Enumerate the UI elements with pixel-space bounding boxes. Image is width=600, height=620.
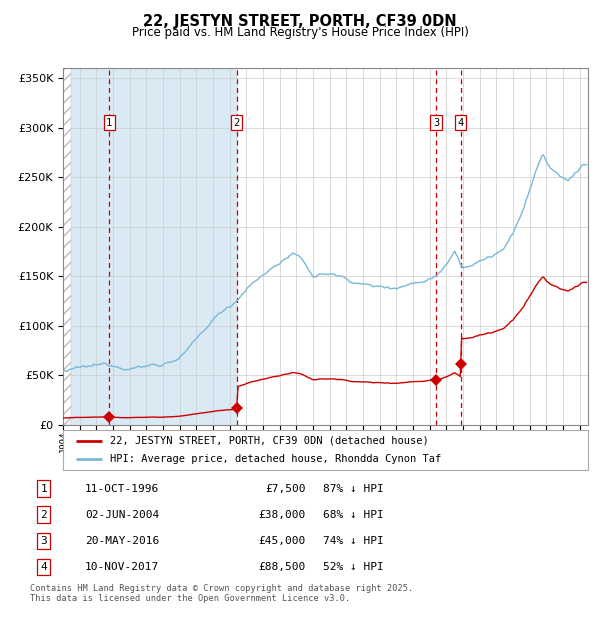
Text: 1: 1 xyxy=(40,484,47,494)
Text: 2: 2 xyxy=(233,118,240,128)
Text: 4: 4 xyxy=(40,562,47,572)
Text: £45,000: £45,000 xyxy=(259,536,306,546)
Text: 22, JESTYN STREET, PORTH, CF39 0DN: 22, JESTYN STREET, PORTH, CF39 0DN xyxy=(143,14,457,29)
Text: 68% ↓ HPI: 68% ↓ HPI xyxy=(323,510,383,520)
Text: 87% ↓ HPI: 87% ↓ HPI xyxy=(323,484,383,494)
Text: 3: 3 xyxy=(40,536,47,546)
Text: Price paid vs. HM Land Registry's House Price Index (HPI): Price paid vs. HM Land Registry's House … xyxy=(131,26,469,39)
Bar xyxy=(63,68,236,425)
Text: 52% ↓ HPI: 52% ↓ HPI xyxy=(323,562,383,572)
Text: 3: 3 xyxy=(433,118,439,128)
Text: 4: 4 xyxy=(458,118,464,128)
Text: 22, JESTYN STREET, PORTH, CF39 0DN (detached house): 22, JESTYN STREET, PORTH, CF39 0DN (deta… xyxy=(110,435,429,446)
Text: 02-JUN-2004: 02-JUN-2004 xyxy=(85,510,160,520)
Text: 1: 1 xyxy=(106,118,112,128)
Text: 11-OCT-1996: 11-OCT-1996 xyxy=(85,484,160,494)
FancyBboxPatch shape xyxy=(63,430,588,470)
Text: HPI: Average price, detached house, Rhondda Cynon Taf: HPI: Average price, detached house, Rhon… xyxy=(110,454,442,464)
Text: £7,500: £7,500 xyxy=(265,484,306,494)
Text: £88,500: £88,500 xyxy=(259,562,306,572)
Text: 10-NOV-2017: 10-NOV-2017 xyxy=(85,562,160,572)
Text: 20-MAY-2016: 20-MAY-2016 xyxy=(85,536,160,546)
Text: £38,000: £38,000 xyxy=(259,510,306,520)
Text: 74% ↓ HPI: 74% ↓ HPI xyxy=(323,536,383,546)
Text: 2: 2 xyxy=(40,510,47,520)
Bar xyxy=(63,68,71,425)
Text: Contains HM Land Registry data © Crown copyright and database right 2025.
This d: Contains HM Land Registry data © Crown c… xyxy=(30,584,413,603)
